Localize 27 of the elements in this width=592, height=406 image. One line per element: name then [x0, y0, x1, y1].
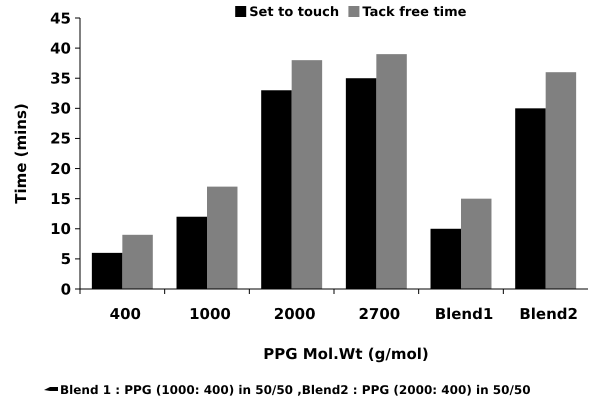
x-tick-label: Blend1 — [434, 305, 494, 323]
legend-label: Set to touch — [249, 5, 340, 20]
legend-label: Tack free time — [362, 5, 467, 20]
bar — [292, 60, 322, 289]
bar — [376, 54, 407, 289]
bar — [546, 72, 576, 289]
y-axis-title: Time (mins) — [12, 103, 30, 204]
y-tick-label: 5 — [60, 250, 71, 268]
x-axis-title: PPG Mol.Wt (g/mol) — [263, 345, 429, 363]
y-tick-label: 15 — [50, 190, 71, 208]
x-tick-label: 1000 — [189, 305, 231, 323]
y-tick-label: 20 — [50, 160, 71, 178]
y-tick-label: 40 — [50, 39, 71, 58]
y-tick-label: 0 — [60, 280, 71, 298]
y-tick-label: 25 — [50, 130, 71, 148]
x-tick-label: 2700 — [358, 305, 400, 323]
y-tick-label: 10 — [50, 220, 71, 238]
y-tick-label: 30 — [50, 100, 71, 118]
bar — [207, 186, 238, 289]
x-tick-label: Blend2 — [519, 305, 578, 323]
text: Blend 1 : PPG (1000: 400) in 50/50 ,Blend2 : PPG (2000: 400) in 50/50 — [60, 383, 531, 397]
y-tick-label: 45 — [50, 9, 71, 28]
x-tick-label: 2000 — [274, 305, 316, 323]
bar — [122, 234, 153, 289]
bar — [461, 198, 492, 289]
x-tick-label: 400 — [110, 305, 141, 323]
y-tick-label: 35 — [50, 69, 71, 88]
